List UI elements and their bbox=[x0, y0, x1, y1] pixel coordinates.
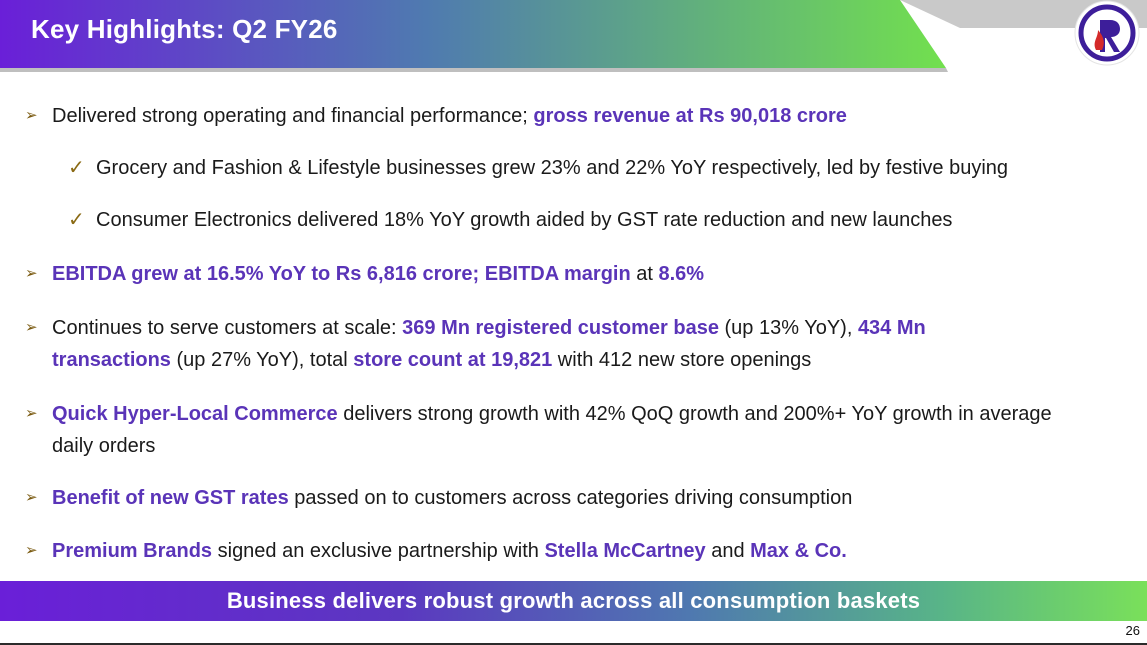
bullet-4: ➢ EBITDA grew at 16.5% YoY to Rs 6,816 cr… bbox=[25, 258, 1122, 290]
checkmark-icon: ✓ bbox=[68, 157, 85, 179]
bullet-text: passed on to customers across categories… bbox=[288, 487, 853, 509]
bullet-text: Consumer Electronics delivered 18% YoY g… bbox=[96, 209, 953, 231]
bullet-7: ➢ Benefit of new GST rates passed on to c… bbox=[25, 482, 1122, 514]
footer-banner: Business delivers robust growth across a… bbox=[0, 581, 1147, 621]
bullet-5: ➢ Continues to serve customers at scale: … bbox=[25, 312, 1012, 376]
highlights-list: ➢ Delivered strong operating and financia… bbox=[25, 100, 1136, 567]
highlight-text: 369 Mn registered customer base bbox=[402, 317, 719, 339]
checkmark-icon: ✓ bbox=[68, 209, 85, 231]
slide-title: Key Highlights: Q2 FY26 bbox=[31, 14, 338, 44]
bullet-text: Grocery and Fashion & Lifestyle business… bbox=[96, 157, 1009, 179]
footer-banner-text: Business delivers robust growth across a… bbox=[226, 588, 921, 613]
bullet-text: Delivered strong operating and financial… bbox=[52, 105, 534, 127]
bullet-text: delivers strong growth with 42% QoQ grow… bbox=[52, 403, 1052, 457]
header-band: Key Highlights: Q2 FY26 bbox=[0, 0, 1147, 82]
arrow-bullet-icon: ➢ bbox=[25, 542, 38, 559]
highlight-text: Max & Co. bbox=[750, 540, 847, 562]
highlight-text: Stella McCartney bbox=[544, 540, 706, 562]
bullet-6: ➢ Quick Hyper-Local Commerce delivers str… bbox=[25, 398, 1062, 462]
bullet-text: at bbox=[630, 263, 659, 285]
arrow-bullet-icon: ➢ bbox=[25, 265, 38, 282]
bullet-3: ✓ Consumer Electronics delivered 18% YoY … bbox=[68, 204, 1136, 236]
header-gradient-shape bbox=[0, 0, 946, 68]
highlight-text: Premium Brands bbox=[52, 540, 213, 562]
logo-letter-icon bbox=[1100, 20, 1120, 52]
reliance-logo bbox=[1070, 0, 1144, 70]
highlight-text: 434 Mn transactions bbox=[52, 317, 926, 371]
bullet-text: with 412 new store openings bbox=[552, 349, 812, 371]
bullet-2: ✓ Grocery and Fashion & Lifestyle busines… bbox=[68, 152, 1136, 184]
bullet-text: (up 13% YoY), bbox=[718, 317, 858, 339]
arrow-bullet-icon: ➢ bbox=[25, 107, 38, 124]
arrow-bullet-icon: ➢ bbox=[25, 405, 38, 422]
arrow-bullet-icon: ➢ bbox=[25, 319, 38, 336]
footer-divider bbox=[0, 643, 1147, 645]
header-background bbox=[0, 0, 1147, 72]
highlight-text: Benefit of new GST rates bbox=[52, 487, 289, 509]
highlight-text: store count at 19,821 bbox=[353, 349, 553, 371]
highlight-text: EBITDA grew at 16.5% YoY to Rs 6,816 cro… bbox=[52, 263, 631, 285]
logo-flame-icon bbox=[1094, 30, 1104, 50]
bullet-text: Continues to serve customers at scale: bbox=[52, 317, 403, 339]
page-number: 26 bbox=[1125, 623, 1140, 638]
arrow-bullet-icon: ➢ bbox=[25, 489, 38, 506]
highlight-text: 8.6% bbox=[658, 263, 705, 285]
bullet-1: ➢ Delivered strong operating and financia… bbox=[25, 100, 1122, 132]
bullet-text: and bbox=[705, 540, 751, 562]
bullet-8: ➢ Premium Brands signed an exclusive part… bbox=[25, 535, 1122, 567]
bullet-text: (up 27% YoY), total bbox=[170, 349, 354, 371]
highlight-text: gross revenue at Rs 90,018 crore bbox=[533, 105, 847, 127]
bullet-text: signed an exclusive partnership with bbox=[212, 540, 545, 562]
highlight-text: Quick Hyper-Local Commerce bbox=[52, 403, 338, 425]
header-shadow bbox=[0, 68, 948, 72]
